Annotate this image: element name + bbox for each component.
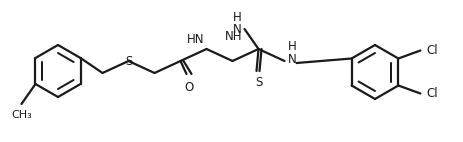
- Text: Cl: Cl: [425, 44, 437, 57]
- Text: O: O: [183, 81, 193, 94]
- Text: NH: NH: [224, 30, 242, 43]
- Text: Cl: Cl: [425, 87, 437, 100]
- Text: H: H: [287, 40, 296, 53]
- Text: N: N: [287, 53, 296, 65]
- Text: S: S: [254, 76, 262, 89]
- Text: H: H: [232, 11, 241, 24]
- Text: HN: HN: [187, 33, 204, 46]
- Text: S: S: [125, 55, 132, 67]
- Text: N: N: [232, 22, 241, 36]
- Text: CH₃: CH₃: [11, 110, 32, 120]
